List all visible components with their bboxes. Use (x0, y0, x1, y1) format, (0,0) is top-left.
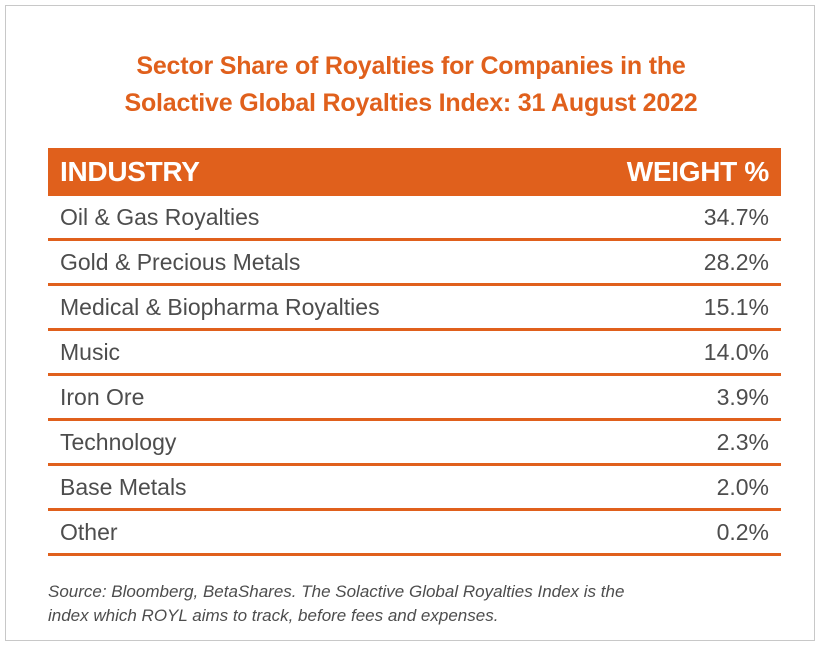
weight-cell: 2.0% (716, 473, 769, 500)
table-row: Other 0.2% (48, 511, 781, 556)
title-line-2: Solactive Global Royalties Index: 31 Aug… (124, 89, 698, 117)
industry-cell: Iron Ore (60, 383, 145, 410)
table-row: Oil & Gas Royalties 34.7% (48, 196, 781, 241)
table-row: Iron Ore 3.9% (48, 376, 781, 421)
table-body: Oil & Gas Royalties 34.7% Gold & Precious … (48, 196, 781, 556)
industry-cell: Base Metals (60, 473, 187, 500)
weight-cell: 34.7% (703, 203, 769, 230)
industry-cell: Other (60, 518, 118, 545)
table-title: Sector Share of Royalties for Companies … (0, 48, 822, 122)
table-row: Music 14.0% (48, 331, 781, 376)
weight-cell: 2.3% (716, 428, 769, 455)
source-line-2: index which ROYL aims to track, before f… (48, 606, 499, 625)
table-row: Gold & Precious Metals 28.2% (48, 241, 781, 286)
figure-frame (5, 5, 815, 641)
source-line-1: Source: Bloomberg, BetaShares. The Solac… (48, 582, 625, 601)
header-industry: INDUSTRY (60, 156, 200, 187)
source-note: Source: Bloomberg, BetaShares. The Solac… (48, 580, 788, 628)
table-row: Medical & Biopharma Royalties 15.1% (48, 286, 781, 331)
table-header: INDUSTRY WEIGHT % (48, 148, 781, 196)
industry-cell: Medical & Biopharma Royalties (60, 293, 380, 320)
industry-cell: Gold & Precious Metals (60, 248, 301, 275)
header-weight: WEIGHT % (626, 156, 770, 187)
weight-cell: 15.1% (703, 293, 769, 320)
industry-cell: Oil & Gas Royalties (60, 203, 260, 230)
table-row: Base Metals 2.0% (48, 466, 781, 511)
industry-cell: Technology (60, 428, 177, 455)
weight-cell: 3.9% (716, 383, 769, 410)
sector-table: INDUSTRY WEIGHT % Oil & Gas Royalties 34.… (48, 148, 781, 556)
weight-cell: 28.2% (703, 248, 769, 275)
table-row: Technology 2.3% (48, 421, 781, 466)
title-line-1: Sector Share of Royalties for Companies … (136, 52, 686, 80)
weight-cell: 14.0% (703, 338, 769, 365)
industry-cell: Music (60, 338, 121, 365)
weight-cell: 0.2% (716, 518, 769, 545)
